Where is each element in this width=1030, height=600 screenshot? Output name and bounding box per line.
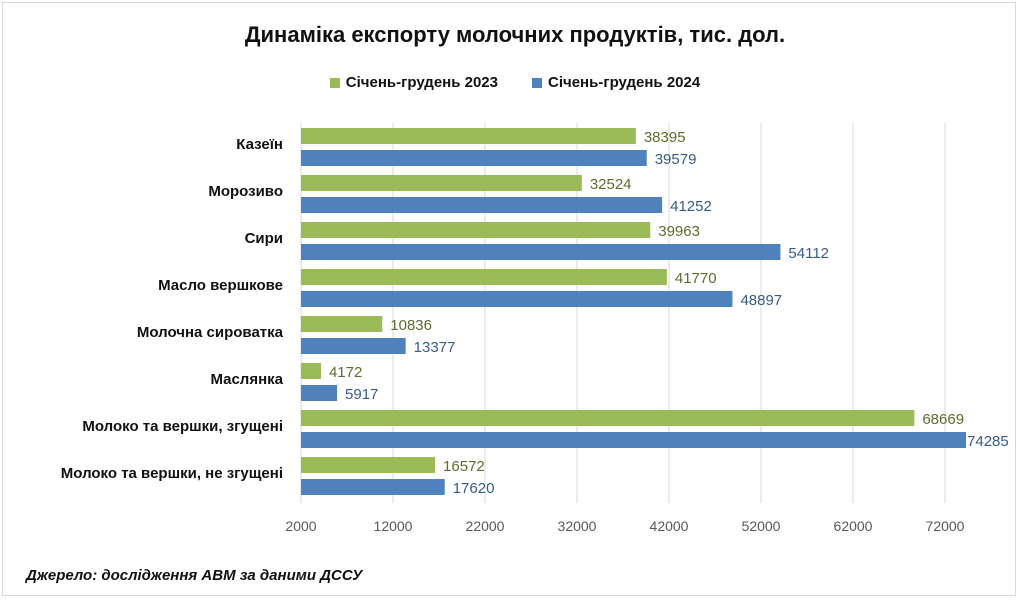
bar-2024 [301,197,663,213]
data-label: 17620 [453,480,495,497]
chart-border [2,2,1016,596]
bar-2024 [301,150,647,166]
category-label: Молоко та вершки, згущені [82,418,283,435]
bar-2024 [301,479,445,495]
x-tick-label: 52000 [742,518,781,534]
legend-label-2024: Січень-грудень 2024 [548,74,701,91]
bar-2024 [301,244,781,260]
bar-2023 [301,175,582,191]
legend: Січень-грудень 2023 Січень-грудень 2024 [0,74,1030,91]
legend-item-2023: Січень-грудень 2023 [329,74,498,91]
x-tick-label: 62000 [834,518,873,534]
data-label: 39963 [658,223,700,240]
category-label: Морозиво [208,183,283,200]
data-label: 74285 [967,433,1009,450]
data-label: 54112 [788,245,829,262]
x-tick-label: 22000 [466,518,505,534]
x-tick-label: 12000 [374,518,413,534]
bar-2024 [301,291,733,307]
x-tick-label: 32000 [558,518,597,534]
data-label: 5917 [345,386,378,403]
bar-2024 [301,432,967,448]
bar-2023 [301,269,667,285]
category-label: Маслянка [210,371,283,388]
legend-swatch-2024 [532,77,542,88]
data-label: 10836 [390,317,432,334]
data-label: 38395 [644,129,686,146]
data-label: 16572 [443,458,485,475]
legend-swatch-2023 [329,77,340,88]
chart-title: Динаміка експорту молочних продуктів, ти… [244,22,786,47]
legend-label-2023: Січень-грудень 2023 [345,74,498,91]
data-label: 13377 [414,339,456,356]
bar-2023 [301,128,636,144]
x-tick-label: 72000 [926,518,965,534]
legend-item-2024: Січень-грудень 2024 [532,74,700,91]
category-label: Масло вершкове [158,277,283,294]
category-label: Казеїн [236,136,283,153]
x-tick-label: 42000 [650,518,689,534]
bar-2023 [301,410,915,426]
data-label: 39579 [655,151,697,168]
data-label: 48897 [740,292,782,309]
data-label: 41252 [670,198,712,215]
x-tick-label: 2000 [285,518,316,534]
bar-2023 [301,316,383,332]
bar-2024 [301,385,338,401]
bar-2023 [301,222,651,238]
category-label: Сири [245,230,283,247]
bar-2023 [301,363,321,379]
bar-2023 [301,457,436,473]
source-note: Джерело: дослідження АВМ за даними ДССУ [26,567,363,584]
category-label: Молоко та вершки, не згущені [61,465,283,482]
bar-2024 [301,338,406,354]
data-label: 68669 [922,411,964,428]
category-label: Молочна сироватка [137,324,284,341]
data-label: 4172 [329,364,362,381]
data-label: 32524 [590,176,632,193]
data-label: 41770 [675,270,717,287]
